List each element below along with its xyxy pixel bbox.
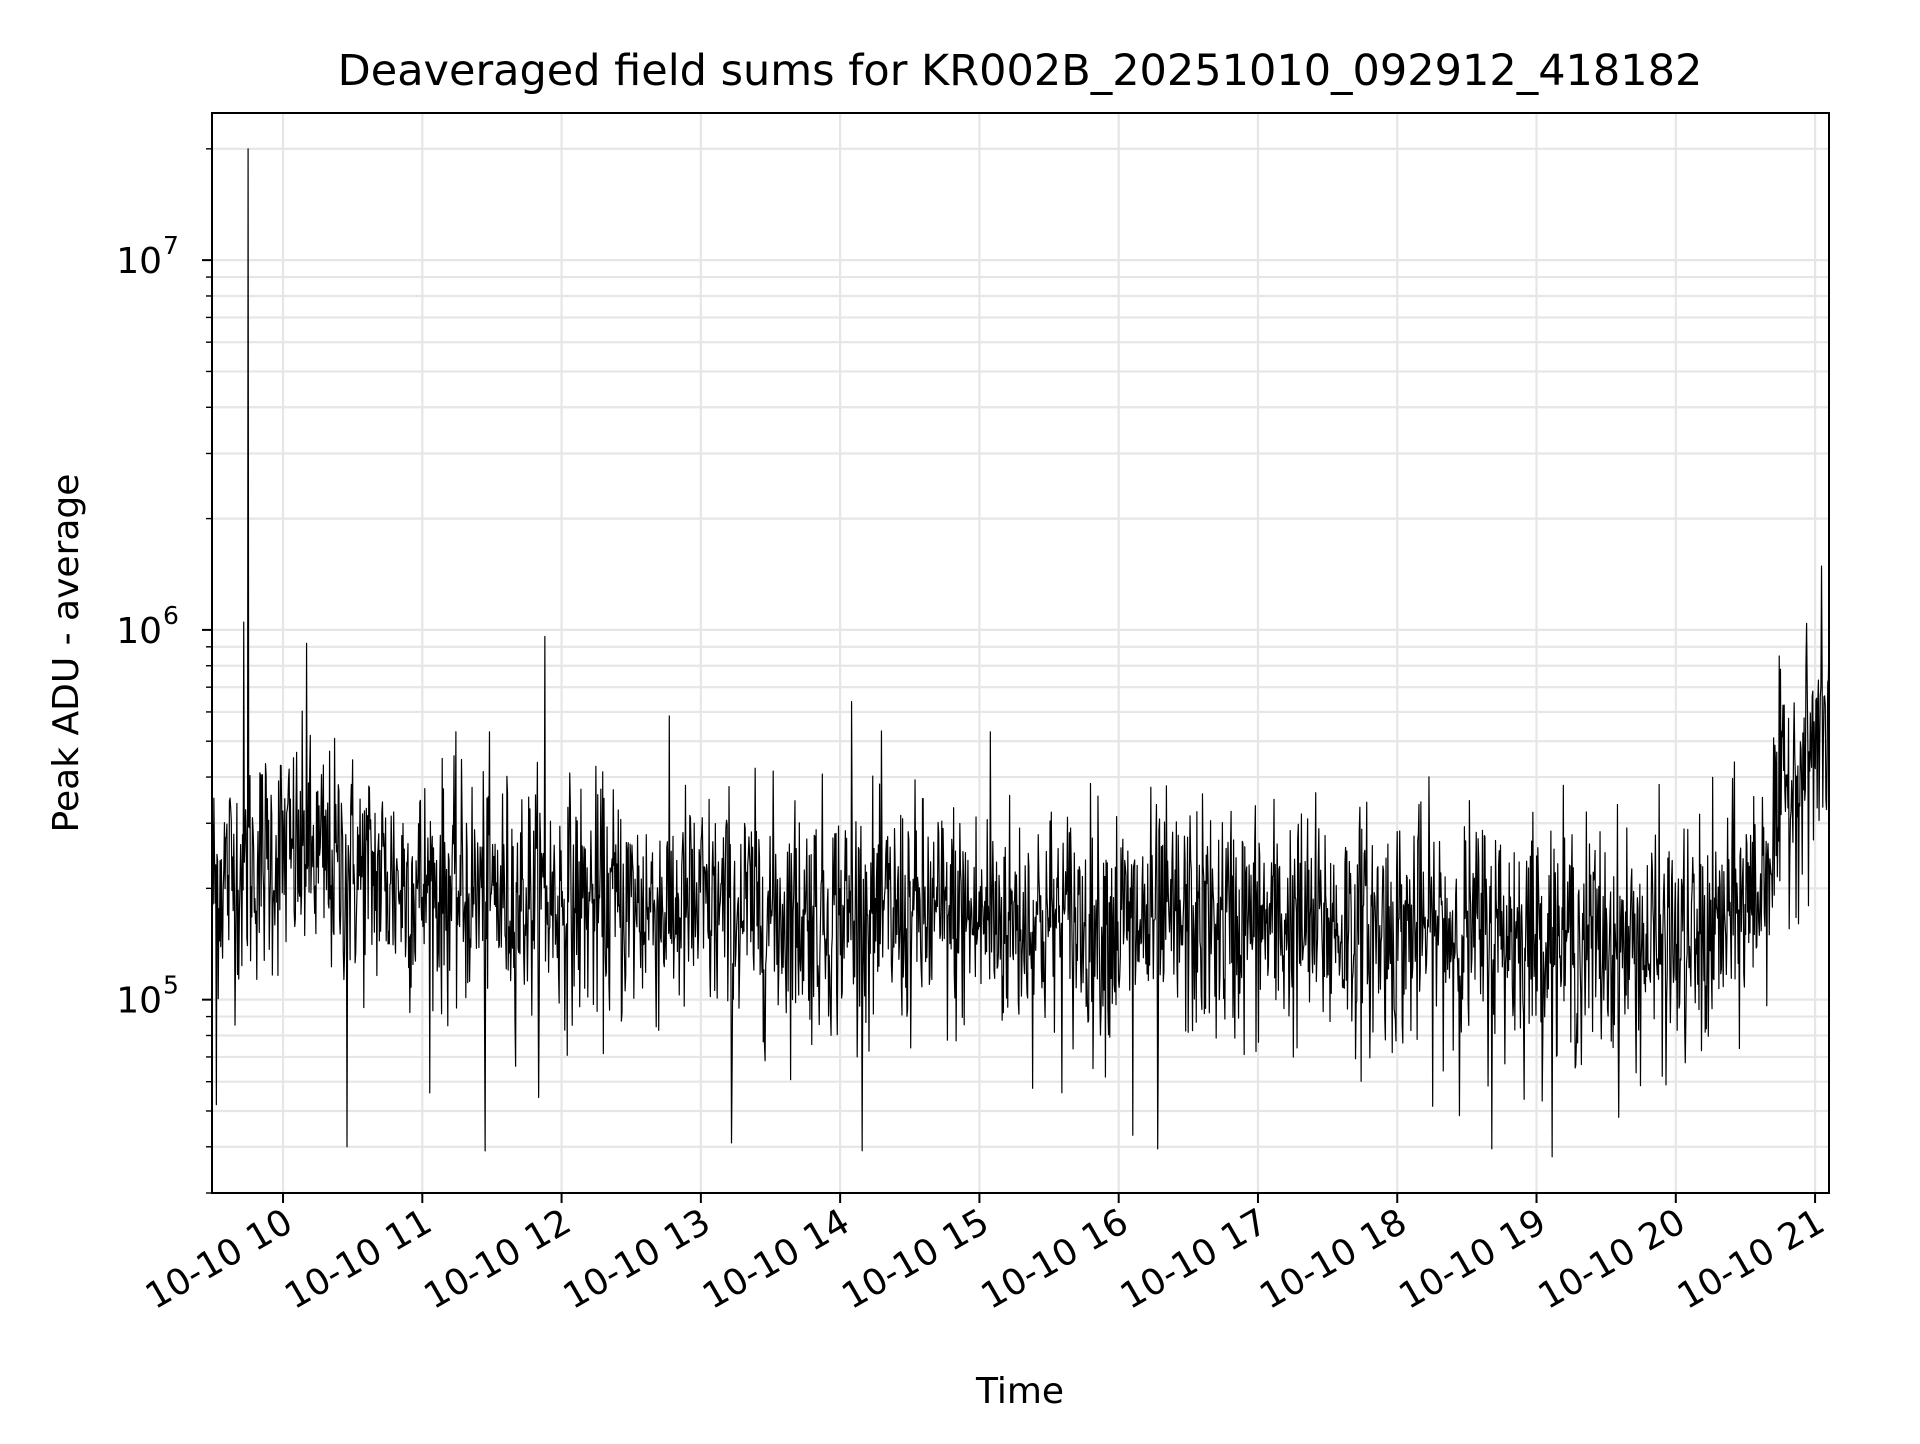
y-tick-exponent: 5	[163, 971, 179, 1000]
chart-title: Deaveraged field sums for KR002B_2025101…	[338, 46, 1703, 96]
y-tick-exponent: 6	[163, 601, 179, 630]
y-tick-base: 10	[116, 241, 162, 282]
y-axis-label: Peak ADU - average	[46, 474, 87, 833]
data-series	[211, 148, 1830, 1158]
series-line	[211, 148, 1830, 1158]
y-tick-base: 10	[116, 611, 162, 652]
y-tick-label: 10 5	[116, 971, 179, 1022]
y-tick-base: 10	[116, 981, 162, 1022]
x-axis-label: Time	[975, 1371, 1064, 1412]
plot-frame	[211, 112, 1830, 1194]
y-tick-label: 10 6	[116, 601, 179, 652]
y-tick-label: 10 7	[116, 231, 179, 282]
y-tick-exponent: 7	[163, 231, 179, 260]
